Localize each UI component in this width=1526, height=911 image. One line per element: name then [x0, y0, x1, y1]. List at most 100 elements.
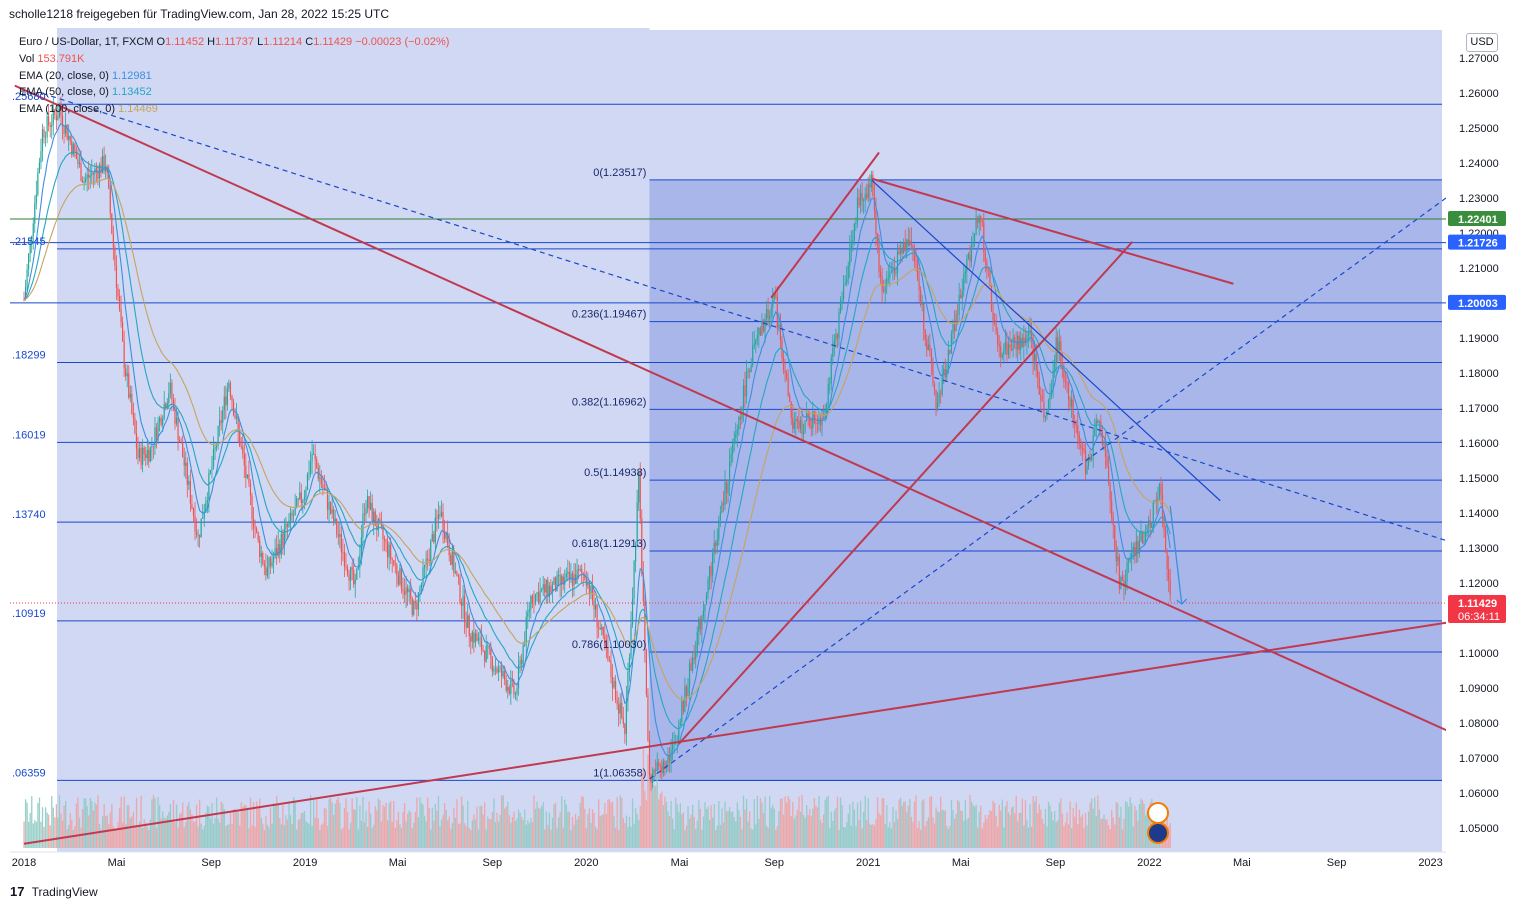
candle-body: [900, 249, 902, 254]
volume-bar: [166, 815, 168, 848]
volume-bar: [1121, 829, 1124, 848]
candle-body: [151, 446, 153, 448]
projection-arrow[interactable]: [1169, 505, 1183, 605]
candle-body: [742, 385, 745, 411]
candle-body: [556, 575, 558, 592]
volume-bar: [1135, 810, 1138, 848]
candle-body: [417, 592, 419, 610]
high-label: H: [207, 36, 216, 48]
candle-body: [1067, 383, 1070, 399]
candle-body: [246, 474, 248, 478]
trendline[interactable]: [678, 241, 1134, 745]
candle-body: [573, 574, 575, 586]
candle-body: [1015, 341, 1017, 350]
candle-body: [638, 472, 640, 503]
volume-bar: [881, 798, 883, 848]
candle-body: [995, 323, 997, 333]
candle-body: [72, 143, 74, 155]
volume-bar: [199, 799, 201, 848]
candle-body: [846, 279, 848, 284]
currency-button[interactable]: USD: [1466, 33, 1498, 52]
candle-body: [790, 401, 792, 418]
volume-bar: [892, 806, 894, 848]
candle-body: [983, 222, 985, 253]
candle-body: [916, 261, 919, 279]
volume-bar: [348, 829, 350, 848]
candle-body: [219, 420, 221, 426]
volume-bar: [71, 819, 73, 848]
volume-bar: [382, 805, 384, 848]
volume-bar: [938, 812, 940, 848]
candle-body: [71, 141, 73, 155]
volume-bar: [353, 809, 355, 848]
trendline[interactable]: [42, 92, 1465, 546]
volume-bar: [236, 812, 238, 848]
candle-body: [322, 484, 324, 489]
volume-bar: [710, 805, 712, 848]
candle-body: [804, 420, 806, 432]
volume-bar: [314, 817, 316, 848]
trendline[interactable]: [23, 620, 1465, 845]
candle-body: [596, 604, 598, 628]
candle-body: [628, 657, 631, 672]
trendline[interactable]: [770, 151, 880, 299]
trendline[interactable]: [871, 177, 1234, 285]
volume-bar: [875, 819, 877, 848]
volume-bar: [1057, 820, 1059, 848]
eu-flag-icon[interactable]: [1147, 822, 1169, 844]
candle-body: [491, 656, 493, 672]
candle-body: [522, 645, 524, 664]
volume-bar: [869, 823, 871, 848]
volume-bar: [363, 822, 366, 848]
volume-bar: [422, 804, 424, 848]
volume-bar: [1138, 804, 1141, 848]
volume-bar: [1112, 817, 1114, 848]
candle-body: [163, 404, 165, 419]
volume-bar: [841, 805, 843, 848]
candle-body: [893, 268, 896, 274]
candle-body: [910, 240, 912, 246]
candle-body: [836, 334, 839, 339]
volume-bar: [1100, 819, 1102, 848]
candle-body: [60, 108, 62, 116]
candle-body: [926, 339, 928, 351]
trendline[interactable]: [649, 184, 1465, 780]
volume-bar: [1087, 811, 1090, 848]
candle-body: [511, 679, 513, 681]
candle-body: [887, 277, 889, 280]
volume-bar: [1131, 803, 1133, 848]
volume-bar: [94, 802, 96, 848]
volume-bar: [903, 801, 905, 848]
volume-bar: [570, 829, 572, 848]
volume-bar: [222, 803, 224, 848]
y-tick-label: 1.16000: [1459, 438, 1499, 450]
volume-bar: [940, 796, 942, 848]
volume-bar: [715, 829, 717, 848]
volume-bar: [23, 821, 25, 848]
volume-bar: [385, 802, 387, 848]
volume-bar: [1094, 797, 1096, 848]
candle-body: [114, 247, 116, 266]
trendline[interactable]: [14, 84, 1465, 739]
level-label: .21545: [12, 236, 46, 248]
candle-body: [992, 311, 994, 320]
volume-bar: [818, 795, 820, 848]
trendline[interactable]: [871, 180, 1221, 502]
candle-body: [758, 327, 760, 335]
candle-body: [451, 550, 453, 565]
candle-body: [259, 540, 261, 557]
us-flag-icon[interactable]: [1147, 802, 1169, 824]
candle-body: [618, 704, 620, 714]
volume-bar: [863, 812, 865, 848]
volume-bar: [105, 816, 107, 848]
volume-bar: [202, 829, 204, 848]
volume-bar: [725, 811, 728, 848]
volume-bar: [1140, 798, 1142, 848]
candle-body: [314, 453, 316, 460]
candle-body: [443, 531, 446, 539]
candle-body: [48, 116, 50, 126]
volume-bar: [225, 825, 227, 848]
y-tick-label: 1.08000: [1459, 718, 1499, 730]
volume-bar: [1086, 825, 1088, 848]
